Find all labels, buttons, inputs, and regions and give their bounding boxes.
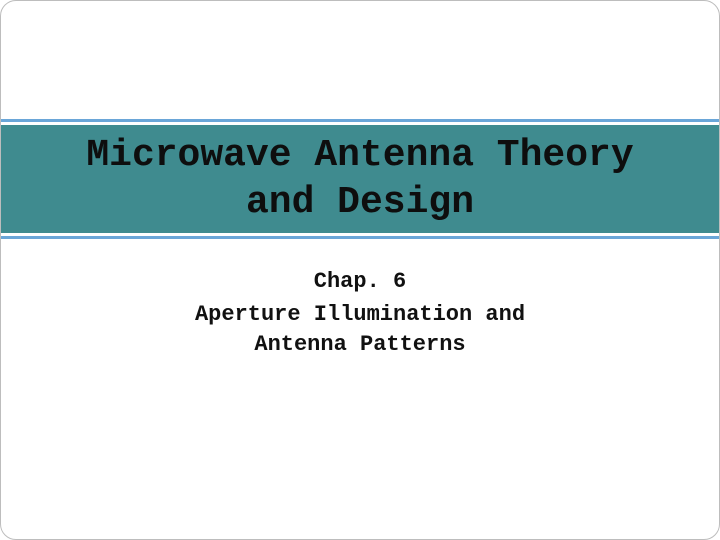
title-band: Microwave Antenna Theory and Design <box>1 119 719 239</box>
subtitle-block: Chap. 6 Aperture Illumination and Antenn… <box>81 269 639 359</box>
slide-title: Microwave Antenna Theory and Design <box>86 132 633 227</box>
title-band-accent-top <box>1 119 719 122</box>
chapter-label: Chap. 6 <box>81 269 639 294</box>
title-band-accent-bottom <box>1 236 719 239</box>
slide-subtitle: Aperture Illumination and Antenna Patter… <box>81 300 639 359</box>
slide-container: Microwave Antenna Theory and Design Chap… <box>0 0 720 540</box>
